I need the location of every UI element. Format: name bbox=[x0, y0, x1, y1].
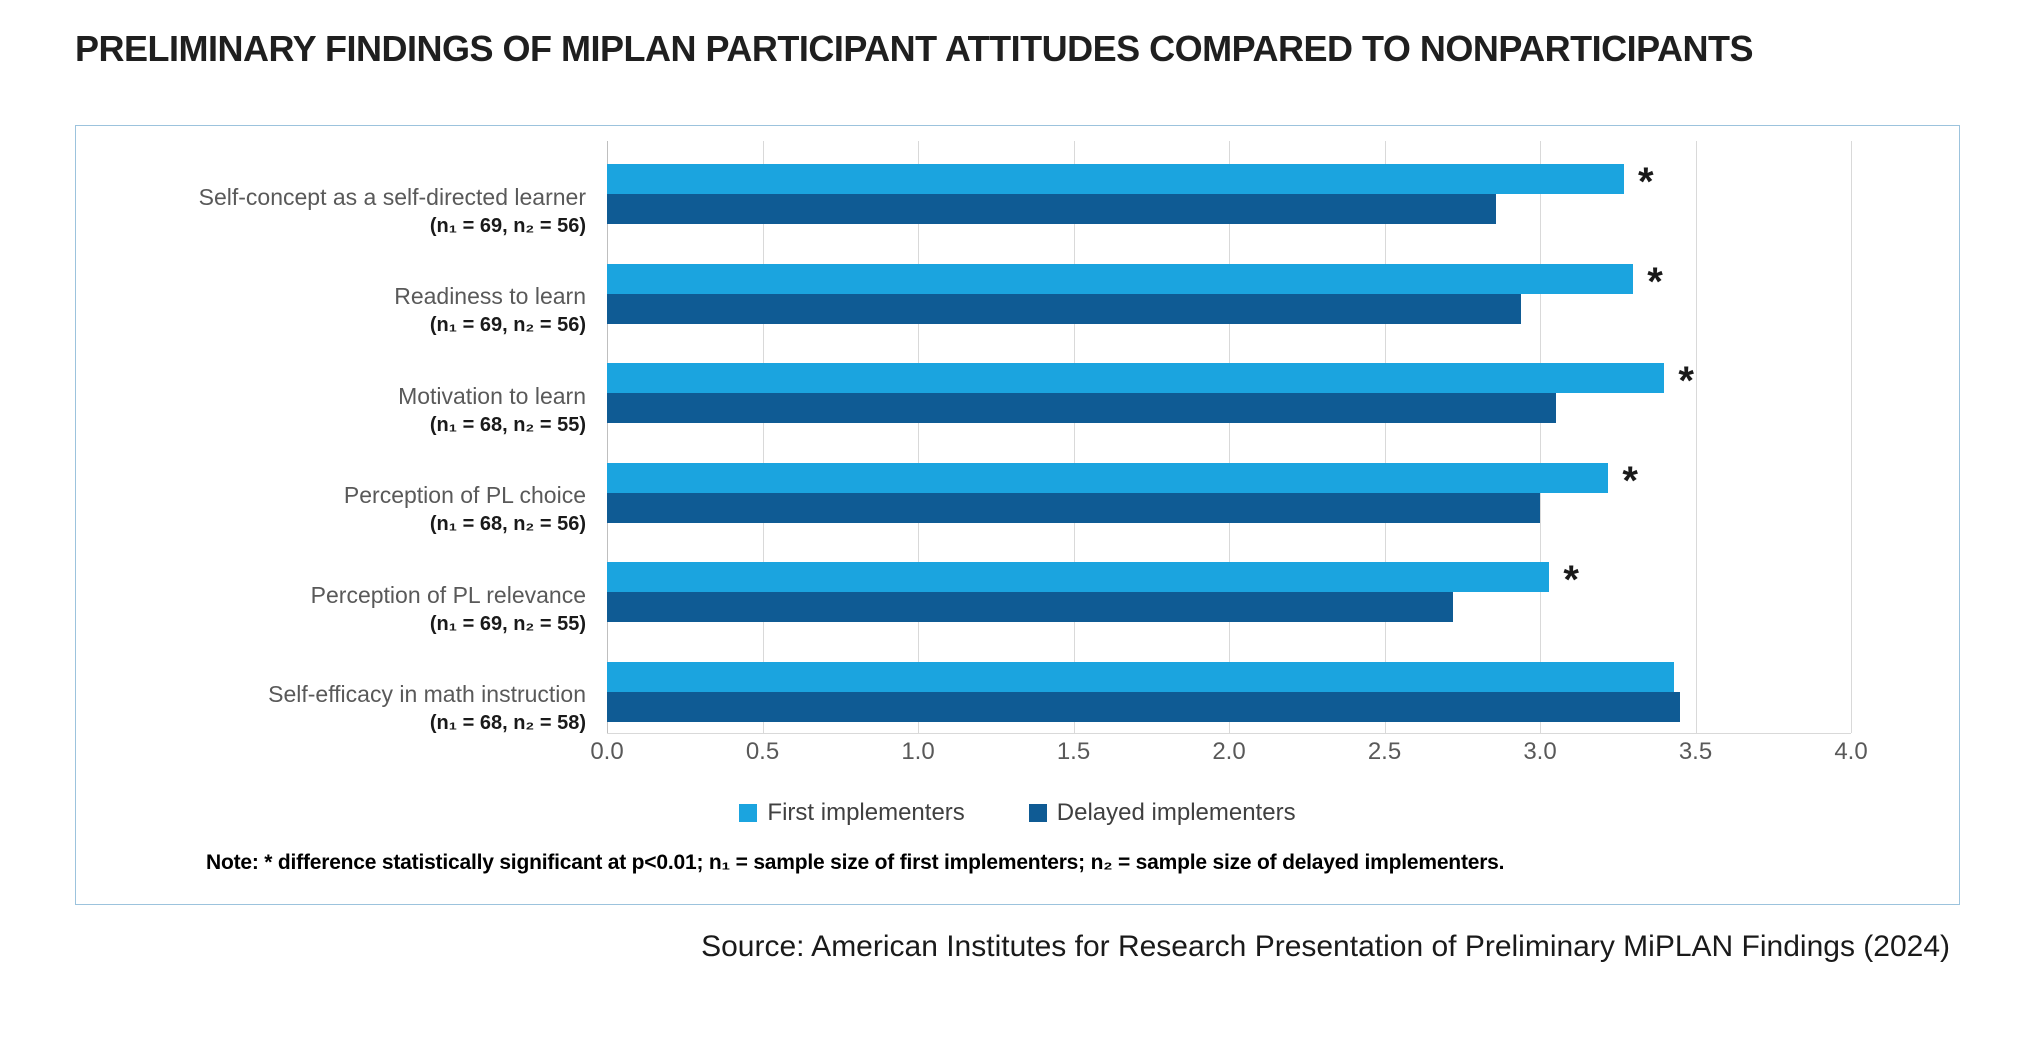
gridline bbox=[1384, 141, 1386, 733]
legend-item: Delayed implementers bbox=[1028, 799, 1296, 827]
chart-row: Perception of PL choice (n₁ = 68, n₂ = 56… bbox=[76, 461, 1851, 561]
row-plot: * bbox=[607, 162, 1851, 262]
category-sample-size: (n₁ = 68, n₂ = 55) bbox=[429, 413, 586, 436]
note-text: Note: * difference statistically signifi… bbox=[206, 851, 1505, 874]
category-name: Perception of PL relevance bbox=[310, 581, 586, 608]
significance-asterisk: * bbox=[1622, 458, 1638, 503]
row-plot bbox=[607, 660, 1851, 760]
chart-row: Perception of PL relevance (n₁ = 69, n₂ =… bbox=[76, 560, 1851, 660]
legend: First implementers Delayed implementers bbox=[76, 799, 1959, 827]
category-sample-size: (n₁ = 68, n₂ = 56) bbox=[429, 513, 586, 536]
gridline bbox=[1540, 141, 1541, 733]
bar-delayed-implementers bbox=[607, 592, 1453, 622]
x-tick-label: 2.0 bbox=[1212, 738, 1246, 765]
category-sample-size: (n₁ = 69, n₂ = 56) bbox=[429, 314, 586, 337]
category-name: Self-concept as a self-directed learner bbox=[198, 183, 586, 210]
bar-delayed-implementers bbox=[607, 293, 1522, 324]
category-name: Motivation to learn bbox=[398, 382, 586, 409]
gridline bbox=[1229, 141, 1230, 733]
x-tick-label: 4.0 bbox=[1834, 738, 1868, 765]
x-tick-label: 3.5 bbox=[1678, 738, 1713, 765]
category-labels: Readiness to learn (n₁ = 69, n₂ = 56) bbox=[76, 262, 607, 362]
category-labels: Self-efficacy in math instruction (n₁ = 6… bbox=[76, 660, 607, 760]
category-name: Perception of PL choice bbox=[343, 482, 586, 509]
bar-delayed-implementers bbox=[607, 393, 1556, 423]
bar-first-implementers bbox=[607, 562, 1550, 592]
x-tick-label: 0.0 bbox=[590, 738, 624, 765]
gridline bbox=[1851, 141, 1852, 733]
bar-delayed-implementers bbox=[607, 194, 1497, 224]
legend-item: First implementers bbox=[739, 799, 965, 827]
category-labels: Perception of PL relevance (n₁ = 69, n₂ =… bbox=[76, 560, 607, 660]
row-plot: * bbox=[607, 361, 1851, 461]
significance-asterisk: * bbox=[1563, 558, 1579, 602]
bar-first-implementers bbox=[607, 164, 1624, 194]
row-plot: * bbox=[607, 560, 1851, 660]
significance-asterisk: * bbox=[1647, 259, 1663, 304]
chart-container: Self-concept as a self-directed learner (… bbox=[75, 125, 1960, 905]
category-sample-size: (n₁ = 69, n₂ = 56) bbox=[429, 214, 586, 237]
legend-label: Delayed implementers bbox=[1056, 799, 1296, 826]
bar-delayed-implementers bbox=[607, 691, 1680, 722]
chart-row: Self-efficacy in math instruction (n₁ = 6… bbox=[76, 660, 1851, 760]
grid-layer bbox=[607, 141, 1852, 734]
gridline bbox=[1695, 141, 1697, 733]
x-tick-label: 2.5 bbox=[1367, 738, 1402, 765]
source-text: Source: American Institutes for Research… bbox=[701, 930, 1950, 963]
significance-asterisk: * bbox=[1678, 359, 1694, 403]
row-plot: * bbox=[607, 461, 1851, 561]
category-labels: Motivation to learn (n₁ = 68, n₂ = 55) bbox=[76, 361, 607, 461]
bar-first-implementers bbox=[607, 363, 1665, 393]
category-name: Readiness to learn bbox=[394, 283, 586, 310]
category-labels: Perception of PL choice (n₁ = 68, n₂ = 56… bbox=[76, 461, 607, 561]
bar-first-implementers bbox=[607, 462, 1609, 493]
gridline bbox=[762, 141, 764, 733]
category-sample-size: (n₁ = 69, n₂ = 55) bbox=[429, 612, 586, 635]
page-title: PRELIMINARY FINDINGS OF MIPLAN PARTICIPA… bbox=[75, 28, 1754, 69]
y-axis-line bbox=[607, 141, 608, 733]
x-tick-label: 0.5 bbox=[745, 738, 780, 765]
bar-first-implementers bbox=[607, 263, 1634, 294]
legend-swatch-icon bbox=[1028, 804, 1047, 822]
x-tick-label: 1.5 bbox=[1056, 738, 1091, 765]
chart-row: Readiness to learn (n₁ = 69, n₂ = 56) * bbox=[76, 262, 1851, 362]
row-plot: * bbox=[607, 262, 1851, 362]
x-tick-label: 1.0 bbox=[901, 738, 935, 765]
significance-asterisk: * bbox=[1637, 160, 1654, 204]
chart-rows: Self-concept as a self-directed learner (… bbox=[76, 162, 1851, 759]
gridline bbox=[1073, 141, 1075, 733]
x-axis: 0.0 0.5 1.0 1.5 2.0 2.5 3.0 3.5 4.0 bbox=[590, 738, 1867, 772]
legend-swatch-icon bbox=[739, 804, 758, 822]
legend-label: First implementers bbox=[767, 799, 965, 826]
bar-delayed-implementers bbox=[607, 492, 1540, 523]
chart-row: Self-concept as a self-directed learner (… bbox=[76, 162, 1851, 262]
category-sample-size: (n₁ = 68, n₂ = 58) bbox=[429, 712, 586, 735]
x-tick-label: 3.0 bbox=[1523, 738, 1557, 765]
chart-row: Motivation to learn (n₁ = 68, n₂ = 55) * bbox=[76, 361, 1851, 461]
category-labels: Self-concept as a self-directed learner (… bbox=[76, 162, 607, 262]
category-name: Self-efficacy in math instruction bbox=[268, 681, 586, 708]
gridline bbox=[918, 141, 919, 733]
bar-first-implementers bbox=[607, 661, 1674, 692]
